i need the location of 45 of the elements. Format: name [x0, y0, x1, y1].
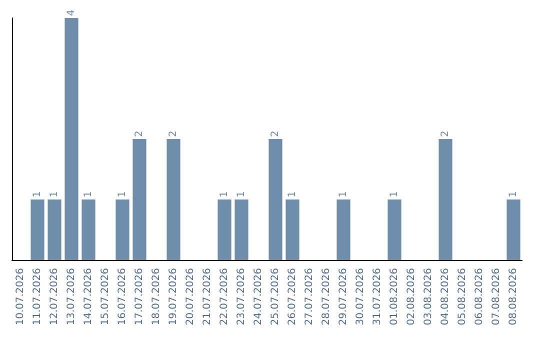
- x-tick-label: 27.07.2026: [304, 268, 315, 326]
- data-label: 2: [134, 130, 145, 137]
- data-label: 1: [83, 191, 94, 198]
- x-tick-label: 13.07.2026: [66, 268, 77, 326]
- data-label: 1: [287, 191, 298, 198]
- data-label: 1: [338, 191, 349, 198]
- x-tick-label: 12.07.2026: [49, 268, 60, 326]
- x-tick-label: 18.07.2026: [151, 268, 162, 326]
- data-label: 2: [270, 130, 281, 137]
- x-tick-label: 26.07.2026: [287, 268, 298, 326]
- x-tick-label: 15.07.2026: [100, 268, 111, 326]
- data-label: 4: [66, 10, 77, 16]
- x-tick-label: 29.07.2026: [338, 268, 349, 326]
- data-label: 1: [508, 191, 519, 198]
- x-tick-label: 28.07.2026: [321, 268, 332, 326]
- x-tick-label: 31.07.2026: [372, 268, 383, 326]
- x-tick-label: 25.07.2026: [270, 268, 281, 326]
- data-label: 1: [389, 191, 400, 198]
- x-tick-label: 24.07.2026: [253, 268, 264, 326]
- x-tick-label: 11.07.2026: [32, 268, 43, 326]
- x-tick-label: 16.07.2026: [117, 268, 128, 326]
- x-tick-label: 20.07.2026: [185, 268, 196, 326]
- x-tick-label: 10.07.2026: [15, 268, 26, 326]
- x-tick-label: 07.08.2026: [491, 268, 502, 326]
- x-tick-label: 05.08.2026: [457, 268, 468, 326]
- x-tick-label: 17.07.2026: [134, 268, 145, 326]
- x-tick-label: 22.07.2026: [219, 268, 230, 326]
- x-tick-label: 21.07.2026: [202, 268, 213, 326]
- x-tick-label: 19.07.2026: [168, 268, 179, 326]
- x-tick-label: 01.08.2026: [389, 268, 400, 326]
- x-tick-label: 06.08.2026: [474, 268, 485, 326]
- data-label: 2: [440, 130, 451, 137]
- data-label: 1: [117, 191, 128, 198]
- data-label: 1: [32, 191, 43, 198]
- data-label: 1: [49, 191, 60, 198]
- x-tick-label: 14.07.2026: [83, 268, 94, 326]
- data-label: 2: [168, 130, 179, 137]
- x-tick-label: 23.07.2026: [236, 268, 247, 326]
- x-tick-label: 04.08.2026: [440, 268, 451, 326]
- x-tick-label: 30.07.2026: [355, 268, 366, 326]
- data-label: 1: [219, 191, 230, 198]
- data-label: 1: [236, 191, 247, 198]
- x-tick-label: 03.08.2026: [423, 268, 434, 326]
- x-tick-label: 02.08.2026: [406, 268, 417, 326]
- x-tick-label: 08.08.2026: [508, 268, 519, 326]
